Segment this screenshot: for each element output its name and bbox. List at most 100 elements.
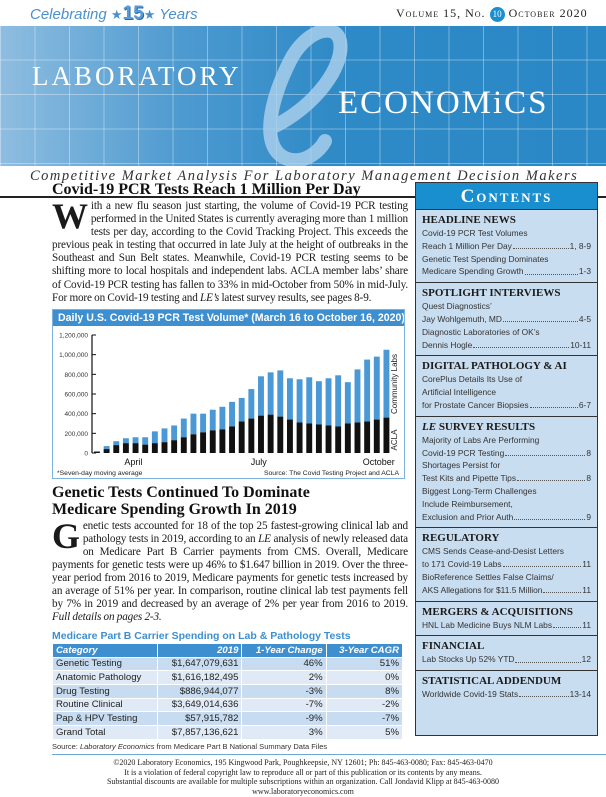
body-text: latest survey results, see pages 8-9. (219, 291, 372, 304)
bar-community-labs (190, 413, 197, 435)
contents-item-text: Covid-19 PCR Testing (422, 447, 505, 458)
contents-item: BioReference Settles False Claims/ (422, 571, 591, 584)
bar-acla (219, 429, 226, 453)
contents-item[interactable]: Lab Stocks Up 52% YTD 12 (422, 653, 591, 666)
left-column: Covid-19 PCR Tests Reach 1 Million Per D… (51, 181, 408, 751)
bar-community-labs (306, 377, 313, 424)
drop-cap: G (52, 515, 80, 556)
table-cell: 8% (325, 683, 404, 699)
bar-community-labs (383, 349, 390, 418)
bar-acla (364, 421, 371, 453)
footer-website[interactable]: www.laboratoryeconomics.com (252, 786, 354, 796)
contents-page-number: 12 (581, 654, 591, 665)
contents-item-text: Artificial Intelligence (422, 387, 497, 398)
contents-section: DIGITAL PATHOLOGY & AI CorePlus Details I… (416, 356, 597, 417)
contents-item[interactable]: Jay Wohlgemuth, MD 4-5 (422, 313, 591, 326)
table-cell: Genetic Testing (51, 656, 159, 672)
bar-acla (238, 421, 245, 453)
heading-italic: LE (422, 420, 437, 433)
chart-footnote: *Seven-day moving average (57, 470, 143, 477)
bar-community-labs (354, 369, 361, 423)
bar-community-labs (209, 409, 216, 431)
contents-page-number: 6-7 (578, 399, 591, 410)
contents-page-number: 11 (582, 619, 591, 630)
contents-page-number: 8 (586, 447, 591, 458)
table-cell: -9% (241, 711, 327, 726)
star-icon: ★ (110, 7, 123, 22)
bar-community-labs (296, 379, 303, 423)
bar-acla (315, 424, 322, 453)
contents-item-text: Lab Stocks Up 52% YTD (422, 654, 515, 665)
spending-table: Category 2019 1-Year Change 3-Year CAGR Gen… (51, 642, 404, 740)
x-tick-label: October (363, 457, 395, 467)
drop-cap: W (52, 196, 88, 236)
x-tick-label: April (124, 457, 142, 467)
issue-number: 10 (489, 7, 505, 22)
contents-section-heading: HEADLINE NEWS (422, 214, 591, 227)
contents-item: Quest Diagnostics’ (422, 300, 591, 313)
article2-title-line1: Genetic Tests Continued To Dominate (52, 483, 310, 501)
bar-community-labs (248, 388, 255, 419)
contents-item[interactable]: Exclusion and Prior Auth 9 (422, 511, 591, 524)
bar-acla (113, 444, 120, 453)
contents-item: Covid-19 PCR Test Volumes (422, 227, 591, 240)
body-italic: LE’s (200, 291, 220, 304)
bar-community-labs (171, 425, 178, 440)
bar-acla (325, 425, 332, 453)
logo-economics: ECONOMiCS (338, 85, 549, 121)
contents-item[interactable]: Worldwide Covid-19 Stats 13-14 (422, 688, 591, 701)
contents-item[interactable]: to 171 Covid-19 Labs 11 (422, 558, 591, 571)
contents-item: Include Reimbursement, (422, 498, 591, 511)
bar-acla (229, 426, 235, 453)
contents-item[interactable]: HNL Lab Medicine Buys NLM Labs 11 (422, 619, 591, 632)
bar-community-labs (315, 380, 322, 425)
footer: ©2020 Laboratory Economics, 195 Kingwood… (0, 755, 606, 796)
table-cell: 3% (241, 724, 327, 740)
table-cell: Grand Total (51, 724, 159, 740)
contents-item[interactable]: Dennis Hogle 10-11 (422, 339, 591, 352)
contents-item[interactable]: Medicare Spending Growth 1-3 (422, 265, 591, 278)
heading-text: REGULATORY (422, 532, 500, 545)
bar-community-labs (335, 375, 342, 427)
contents-item-text: Jay Wohlgemuth, MD (422, 313, 502, 324)
article2-title: Genetic Tests Continued To Dominate Medi… (52, 484, 408, 518)
table-cell: 5% (325, 724, 404, 740)
bar-community-labs (258, 376, 264, 416)
table-cell: -3% (241, 683, 327, 699)
bar-community-labs (277, 370, 284, 417)
source-italic: Laboratory Economics (79, 741, 155, 751)
heading-text: SURVEY RESULTS (436, 420, 536, 433)
contents-item-text: to 171 Covid-19 Labs (422, 559, 502, 570)
bar-community-labs (200, 413, 207, 433)
contents-item[interactable]: Reach 1 Million Per Day 1, 8-9 (422, 240, 591, 253)
table-source: Source: Laboratory Economics from Medica… (52, 742, 408, 751)
contents-item: CMS Sends Cease-and-Desist Letters (422, 545, 591, 558)
bar-community-labs (132, 437, 139, 443)
dot-leader (515, 653, 581, 663)
celebrating-text: Celebrating (30, 6, 107, 23)
bar-acla (306, 423, 313, 453)
table-row: Genetic Testing $1,647,079,631 46% 51% (51, 656, 404, 672)
contents-item-text: Genetic Test Spending Dominates (422, 253, 549, 264)
contents-item[interactable]: for Prostate Cancer Biopsies 6-7 (422, 399, 591, 412)
bar-acla (142, 444, 149, 453)
contents-item[interactable]: AKS Allegations for $11.5 Million 11 (422, 584, 591, 597)
contents-page-number: 9 (586, 511, 591, 522)
contents-item[interactable]: Test Kits and Pipette Tips 8 (422, 472, 591, 485)
bar-acla (258, 415, 264, 453)
bar-acla (248, 418, 255, 453)
bar-acla (286, 419, 293, 453)
table-cell: Routine Clinical (51, 697, 159, 713)
contents-section: MERGERS & ACQUISITIONS HNL Lab Medicine B… (416, 602, 597, 637)
contents-section-heading: LE SURVEY RESULTS (422, 421, 591, 434)
issue-date: October 2020 (508, 6, 588, 20)
table-cell: $57,915,782 (157, 711, 243, 726)
contents-item[interactable]: Covid-19 PCR Testing 8 (422, 447, 591, 460)
contents-item-text: Shortages Persist for (422, 460, 501, 471)
table-row: Anatomic Pathology $1,616,182,495 2% 0% (51, 670, 404, 685)
column-header: Category (51, 642, 159, 658)
footer-copyright: It is a violation of federal copyright l… (124, 767, 482, 777)
heading-text: SPOTLIGHT INTERVIEWS (422, 287, 561, 300)
dot-leader (502, 558, 582, 568)
